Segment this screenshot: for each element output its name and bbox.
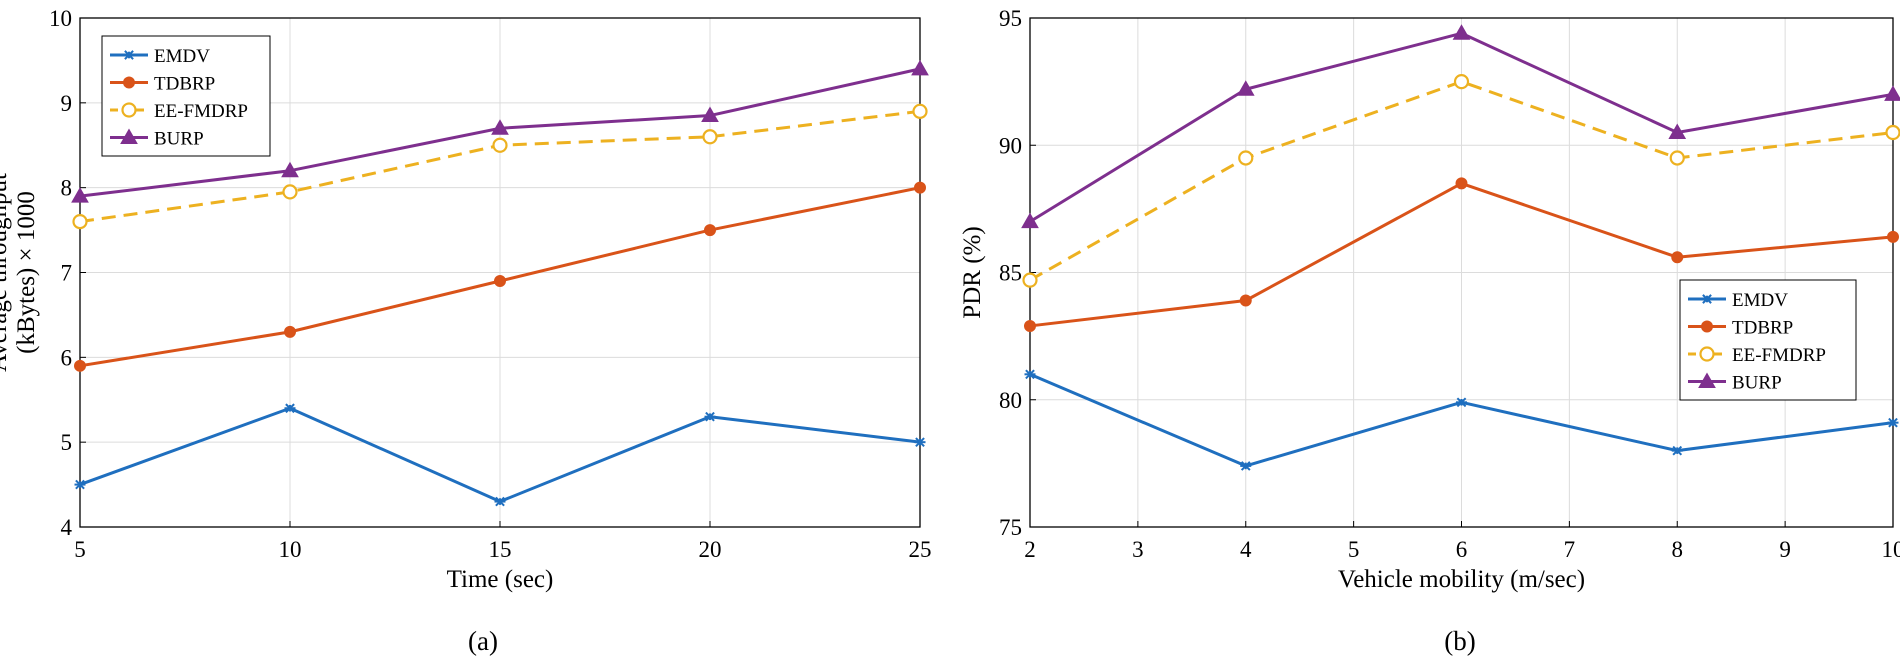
y-tick-label: 75	[999, 515, 1022, 540]
data-point	[1022, 214, 1038, 228]
data-point	[914, 105, 927, 118]
data-point	[912, 61, 928, 75]
data-point	[1455, 75, 1468, 88]
data-point	[1888, 419, 1899, 427]
panel-caption: (a)	[468, 626, 498, 656]
chart-panel-b: 2 3 4 5 6 7 8 9 10 75 80 85 90 95 Vehicle mobility (m/…	[959, 6, 1900, 656]
data-point	[705, 413, 716, 421]
data-point	[1456, 398, 1467, 406]
legend-entry: BURP	[154, 129, 204, 150]
x-tick-label: 5	[74, 537, 86, 562]
data-point	[75, 480, 86, 488]
x-tick-label: 10	[279, 537, 302, 562]
data-point	[75, 360, 86, 371]
data-point	[704, 130, 717, 143]
legend-entry: TDBRP	[154, 74, 215, 95]
legend-swatch-marker	[1702, 321, 1713, 332]
data-point	[1025, 370, 1036, 378]
data-point	[1672, 252, 1683, 263]
legend: EMDV TDBRP EE-FMDRP BURP	[1680, 280, 1856, 400]
data-point	[495, 275, 506, 286]
y-tick-label: 9	[61, 91, 73, 116]
x-tick-label: 20	[699, 537, 722, 562]
y-tick-label: 85	[999, 261, 1022, 286]
y-tick-label: 10	[49, 6, 72, 31]
legend-entry: EE-FMDRP	[1732, 345, 1826, 366]
y-tick-label: 4	[61, 515, 73, 540]
legend-swatch-marker	[1701, 348, 1714, 361]
data-point	[1671, 151, 1684, 164]
data-point	[494, 139, 507, 152]
data-point	[1024, 274, 1037, 287]
y-axis-label: PDR (%)	[959, 226, 986, 318]
data-point	[915, 438, 926, 446]
data-point	[1672, 447, 1683, 455]
legend-entry: EMDV	[154, 46, 210, 67]
x-tick-label: 25	[909, 537, 932, 562]
data-point	[1239, 151, 1252, 164]
y-tick-label: 7	[61, 261, 73, 286]
x-tick-label: 3	[1132, 537, 1144, 562]
x-tick-label: 4	[1240, 537, 1252, 562]
data-point	[1456, 178, 1467, 189]
legend-swatch-marker	[124, 51, 135, 59]
data-point	[1025, 320, 1036, 331]
legend-entry: BURP	[1732, 373, 1782, 394]
y-tick-label: 95	[999, 6, 1022, 31]
legend-entry: TDBRP	[1732, 318, 1793, 339]
x-tick-label: 7	[1564, 537, 1576, 562]
y-tick-label: 5	[61, 430, 73, 455]
data-point	[1240, 295, 1251, 306]
legend-entry: EMDV	[1732, 290, 1788, 311]
data-point	[495, 497, 506, 505]
x-axis-label: Vehicle mobility (m/sec)	[1338, 566, 1585, 593]
y-tick-label: 80	[999, 388, 1022, 413]
legend-entry: EE-FMDRP	[154, 101, 248, 122]
legend: EMDV TDBRP EE-FMDRP BURP	[102, 36, 270, 156]
legend-swatch-marker	[123, 104, 136, 117]
y-tick-label: 8	[61, 176, 73, 201]
data-point	[285, 404, 296, 412]
y-axis-label: (kBytes) × 1000	[13, 191, 40, 354]
panel-caption: (b)	[1444, 626, 1475, 656]
data-point	[74, 215, 87, 228]
x-tick-label: 6	[1456, 537, 1468, 562]
x-tick-label: 5	[1348, 537, 1360, 562]
data-point	[1240, 462, 1251, 470]
x-axis-label: Time (sec)	[447, 566, 554, 593]
y-tick-label: 90	[999, 133, 1022, 158]
x-tick-label: 8	[1672, 537, 1684, 562]
legend-swatch-marker	[124, 77, 135, 88]
data-point	[1887, 126, 1900, 139]
data-point	[285, 326, 296, 337]
data-point	[284, 185, 297, 198]
x-tick-label: 9	[1779, 537, 1791, 562]
data-point	[1888, 231, 1899, 242]
data-point	[1454, 25, 1470, 39]
x-tick-label: 15	[489, 537, 512, 562]
data-point	[915, 182, 926, 193]
y-tick-label: 6	[61, 345, 73, 370]
data-point	[705, 225, 716, 236]
legend-swatch-marker	[1702, 295, 1713, 303]
x-tick-label: 10	[1882, 537, 1900, 562]
data-point	[1885, 86, 1900, 100]
y-axis-label: Average throughput	[0, 173, 12, 372]
x-tick-label: 2	[1024, 537, 1036, 562]
